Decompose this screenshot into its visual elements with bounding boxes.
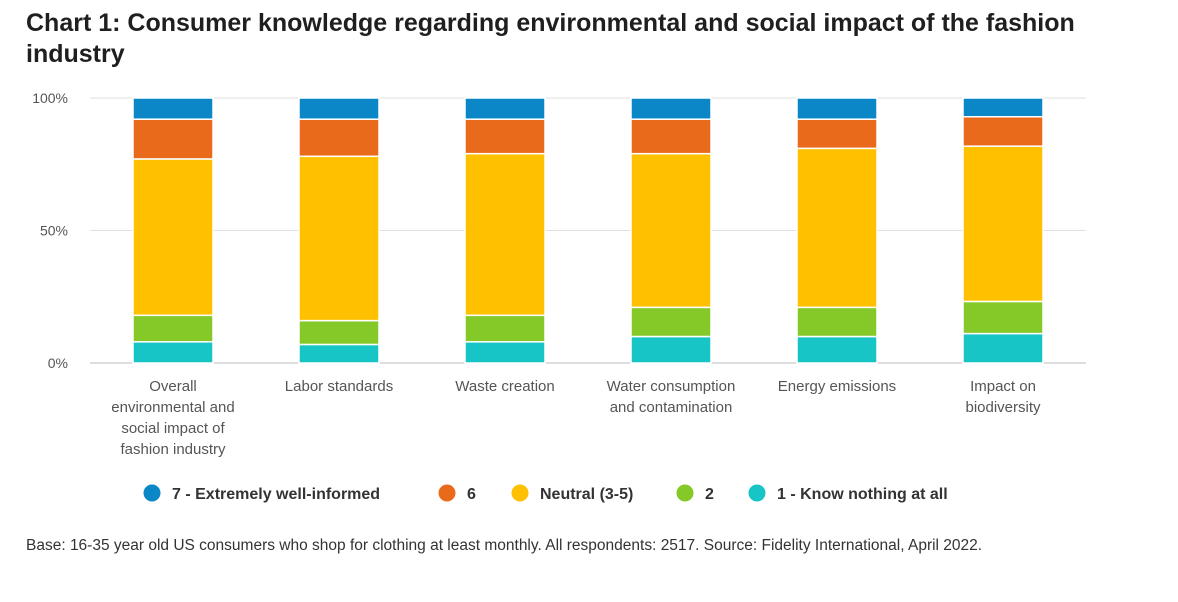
x-category-label-line: Overall bbox=[149, 378, 197, 395]
x-category-label: Waste creation bbox=[455, 378, 555, 395]
bar-segment bbox=[630, 97, 712, 120]
legend-marker bbox=[143, 484, 161, 502]
bar-segment bbox=[132, 314, 214, 343]
x-category-label-line: Water consumption bbox=[607, 378, 736, 395]
bar-segment bbox=[962, 332, 1044, 364]
x-category-label-line: biodiversity bbox=[965, 399, 1041, 416]
y-tick-label: 0% bbox=[48, 355, 68, 371]
bar-segment bbox=[298, 319, 380, 346]
y-tick-label: 50% bbox=[40, 223, 68, 239]
x-category-label: Labor standards bbox=[285, 378, 393, 395]
legend-label: 2 bbox=[705, 486, 714, 503]
x-category-label-line: Energy emissions bbox=[778, 378, 896, 395]
legend-marker bbox=[438, 484, 456, 502]
legend-marker bbox=[748, 484, 766, 502]
y-tick-label: 100% bbox=[32, 90, 68, 106]
bar-segment bbox=[962, 300, 1044, 335]
bar-segment bbox=[132, 158, 214, 317]
bar-segment bbox=[298, 343, 380, 364]
bar-segment bbox=[796, 306, 878, 338]
bar-segment bbox=[630, 306, 712, 338]
bar-segment bbox=[132, 341, 214, 364]
x-category-label-line: environmental and bbox=[111, 399, 234, 416]
legend-label: 1 - Know nothing at all bbox=[777, 486, 948, 503]
bar-segment bbox=[796, 147, 878, 309]
x-category-label-line: and contamination bbox=[610, 399, 733, 416]
bar-segment bbox=[132, 118, 214, 160]
bar-segment bbox=[464, 152, 546, 317]
bar-segment bbox=[464, 118, 546, 155]
bar-segment bbox=[464, 97, 546, 120]
chart-title: Chart 1: Consumer knowledge regarding en… bbox=[26, 9, 1075, 68]
x-category-label-line: Labor standards bbox=[285, 378, 393, 395]
chart-source-note: Base: 16-35 year old US consumers who sh… bbox=[26, 537, 983, 554]
bar-segment bbox=[630, 118, 712, 155]
legend-marker bbox=[511, 484, 529, 502]
x-category-label: Impact on biodiversity bbox=[965, 378, 1041, 416]
bar-segment bbox=[630, 152, 712, 309]
x-category-label: Energy emissions bbox=[778, 378, 896, 395]
bar-segment bbox=[132, 97, 214, 120]
bar-segment bbox=[464, 341, 546, 364]
bar-segment bbox=[796, 118, 878, 150]
legend-label: 6 bbox=[467, 486, 476, 503]
bar-segment bbox=[298, 118, 380, 158]
legend-label: Neutral (3-5) bbox=[540, 486, 633, 503]
bar-segment bbox=[962, 97, 1044, 118]
x-category-label-line: Waste creation bbox=[455, 378, 555, 395]
bar-segment bbox=[796, 335, 878, 364]
x-category-label: Overall environmental and social impact of… bbox=[111, 378, 234, 458]
bar-segment bbox=[962, 145, 1044, 303]
legend-marker bbox=[676, 484, 694, 502]
x-category-label-line: social impact of bbox=[121, 420, 225, 437]
x-category-label-line: fashion industry bbox=[120, 441, 226, 458]
x-category-label: Water consumption and contamination bbox=[607, 378, 736, 416]
legend-label: 7 - Extremely well-informed bbox=[172, 486, 380, 503]
bar-segment bbox=[298, 97, 380, 120]
bar-segment bbox=[796, 97, 878, 120]
bar-segment bbox=[630, 335, 712, 364]
x-category-label-line: Impact on bbox=[970, 378, 1036, 395]
bar-segment bbox=[962, 115, 1044, 147]
bar-segment bbox=[298, 155, 380, 322]
bar-segment bbox=[464, 314, 546, 343]
